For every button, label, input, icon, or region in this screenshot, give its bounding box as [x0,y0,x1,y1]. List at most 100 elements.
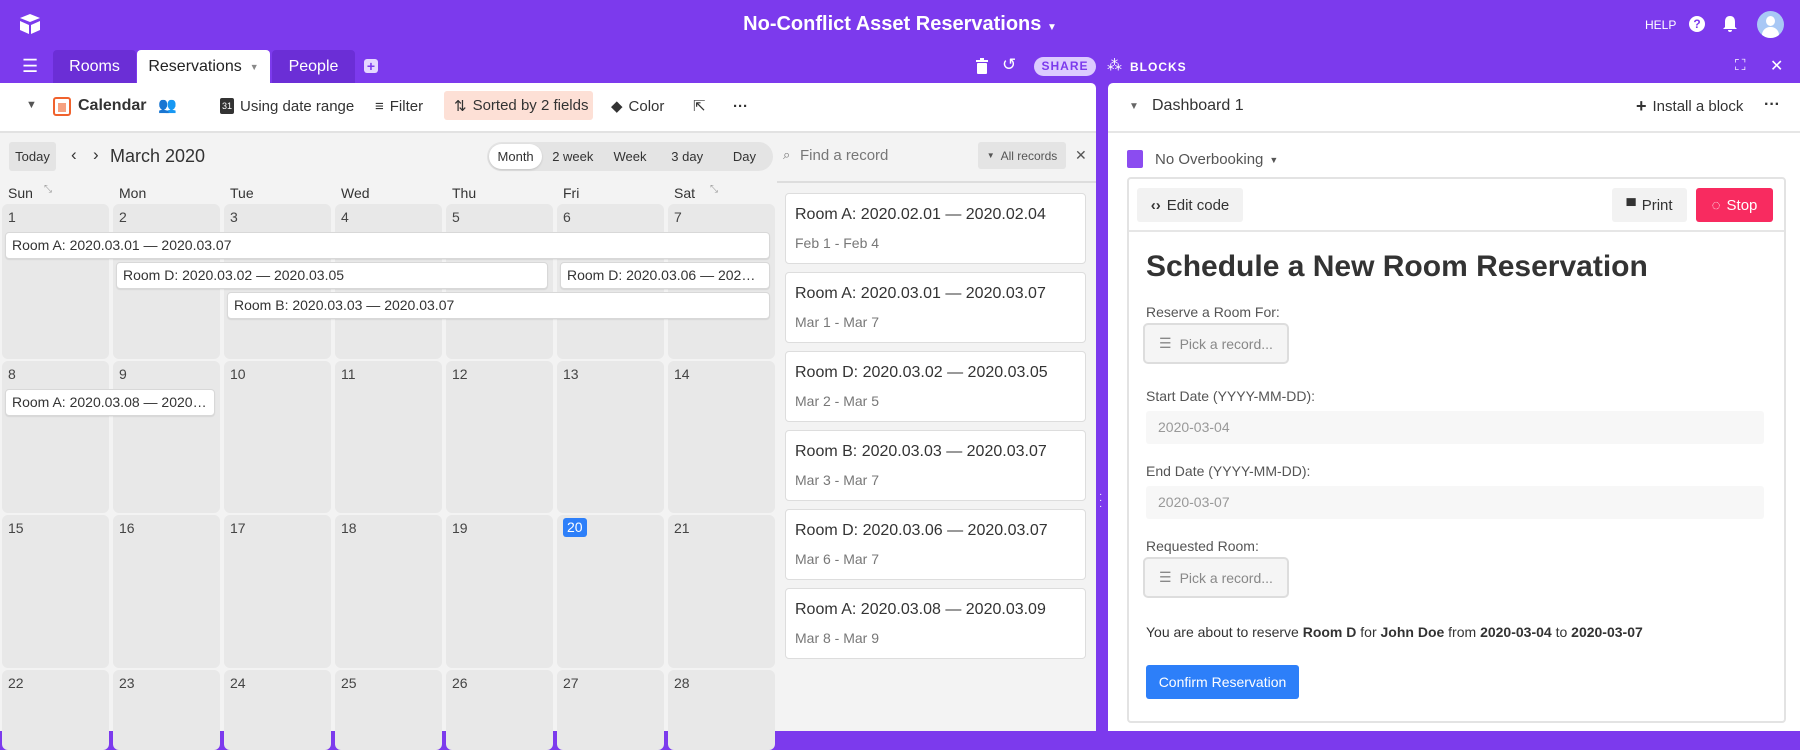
day-number: 25 [341,675,357,691]
day-cell[interactable]: 15 [2,515,109,668]
fullscreen-icon[interactable]: ⛶ [1735,57,1746,74]
day-cell[interactable]: 28 [668,670,775,750]
collapse-dashboard-icon[interactable]: ▼ [1129,101,1139,112]
day-cell[interactable]: 10 [224,361,331,513]
person-record-picker[interactable]: ☰ Pick a record... [1143,323,1289,364]
record-dates: Feb 1 - Feb 4 [795,235,880,251]
avatar[interactable] [1757,11,1784,38]
room-record-picker[interactable]: ☰ Pick a record... [1143,557,1289,598]
view-name[interactable]: Calendar [78,97,147,114]
blocks-button[interactable]: BLOCKS [1130,60,1187,74]
find-record-input[interactable]: Find a record [800,147,889,164]
tab-reservations[interactable]: Reservations ▼ [137,50,270,83]
caret-down-icon[interactable]: ▼ [249,61,259,72]
hamburger-menu-icon[interactable]: ☰ [22,56,39,76]
resize-handle[interactable]: · · · [1099,489,1103,512]
day-number: 22 [8,675,24,691]
code-icon: ‹› [1150,196,1161,214]
calendar-event[interactable]: Room A: 2020.03.08 — 2020.03.09 [5,389,215,416]
record-card[interactable]: Room D: 2020.03.06 — 2020.03.07 Mar 6 - M… [785,509,1086,580]
day-number: 23 [119,675,135,691]
tab-rooms[interactable]: Rooms [53,50,136,83]
calendar-event[interactable]: Room D: 2020.03.02 — 2020.03.05 [116,262,548,289]
day-cell[interactable]: 9 [113,361,220,513]
record-card[interactable]: Room A: 2020.03.08 — 2020.03.09 Mar 8 - M… [785,588,1086,659]
day-cell[interactable]: 26 [446,670,553,750]
end-date-input[interactable]: 2020-03-07 [1146,486,1764,519]
confirm-reservation-button[interactable]: Confirm Reservation [1146,665,1299,699]
close-record-list-icon[interactable]: ✕ [1075,147,1087,163]
weekday-header: Sat [674,185,696,201]
calendar-event[interactable]: Room B: 2020.03.03 — 2020.03.07 [227,292,770,319]
color-button[interactable]: ◆ Color [611,92,664,120]
day-cell[interactable]: 16 [113,515,220,668]
list-icon: ☰ [1159,569,1172,585]
help-link[interactable]: HELP [1645,18,1677,32]
day-cell[interactable]: 11 [335,361,442,513]
reload-icon: ◌ [1711,196,1721,214]
airtable-logo-icon[interactable] [18,12,42,36]
day-cell[interactable]: 20 [557,515,664,668]
help-icon[interactable]: ? [1689,16,1705,32]
day-number: 28 [674,675,690,691]
record-card[interactable]: Room D: 2020.03.02 — 2020.03.05 Mar 2 - M… [785,351,1086,422]
trash-icon[interactable] [976,58,988,74]
tab-people[interactable]: People [272,50,355,83]
share-view-icon[interactable]: ⇱ [693,98,706,115]
mode-day[interactable]: Day [732,149,756,164]
day-cell[interactable]: 14 [668,361,775,513]
day-cell[interactable]: 24 [224,670,331,750]
dashboard-more-icon[interactable]: ··· [1764,96,1780,113]
day-cell[interactable]: 17 [224,515,331,668]
day-cell[interactable]: 1 [2,204,109,359]
close-blocks-icon[interactable]: ✕ [1770,58,1784,75]
bell-icon[interactable] [1722,15,1738,33]
block-name: No Overbooking [1155,151,1264,168]
collaborators-icon[interactable]: 👥 [158,97,177,114]
sort-button[interactable]: ⇅ Sorted by 2 fields [444,91,593,120]
today-button[interactable]: Today [9,142,56,171]
calendar-event[interactable]: Room D: 2020.03.06 — 2020.03.07 [560,262,770,289]
record-card[interactable]: Room A: 2020.03.01 — 2020.03.07 Mar 1 - M… [785,272,1086,343]
all-records-dropdown[interactable]: ▼ All records [978,142,1066,169]
record-card[interactable]: Room A: 2020.02.01 — 2020.02.04 Feb 1 - F… [785,193,1086,264]
collapse-views-icon[interactable]: ▼ [26,99,37,111]
mode-2-week[interactable]: 2 week [552,149,594,164]
filter-button[interactable]: ≡ Filter [375,92,423,120]
mode-week[interactable]: Week [613,149,647,164]
mode-month[interactable]: Month [489,144,543,169]
history-icon[interactable]: ↺ [1002,55,1017,74]
share-button[interactable]: SHARE [1034,57,1096,76]
day-cell[interactable]: 23 [113,670,220,750]
record-title: Room A: 2020.03.08 — 2020.03.09 [795,601,1046,618]
summary-start: 2020-03-04 [1480,624,1552,640]
day-cell[interactable]: 22 [2,670,109,750]
edit-code-button[interactable]: ‹› Edit code [1137,188,1243,222]
day-cell[interactable]: 27 [557,670,664,750]
day-cell[interactable]: 21 [668,515,775,668]
collapse-weekend-icon[interactable]: ⤡ [710,184,718,195]
mode-3-day[interactable]: 3 day [671,149,704,164]
day-number: 9 [119,366,127,382]
install-block-button[interactable]: + Install a block [1636,96,1743,117]
day-cell[interactable]: 8 [2,361,109,513]
print-button[interactable]: ▀ Print [1612,188,1687,222]
collapse-weekend-icon[interactable]: ⤡ [44,184,52,195]
prev-month-icon[interactable]: ‹ [71,145,77,164]
date-range-button[interactable]: 31 Using date range [220,92,354,120]
base-title[interactable]: No-Conflict Asset Reservations ▼ [0,13,1800,36]
calendar-event[interactable]: Room A: 2020.03.01 — 2020.03.07 [5,232,770,259]
start-date-input[interactable]: 2020-03-04 [1146,411,1764,444]
day-cell[interactable]: 18 [335,515,442,668]
day-cell[interactable]: 19 [446,515,553,668]
dashboard-title[interactable]: Dashboard 1 [1152,97,1244,114]
more-options-icon[interactable]: ··· [733,97,748,115]
add-table-icon[interactable]: + [364,59,378,73]
block-name-dropdown[interactable]: No Overbooking ▼ [1155,151,1278,168]
day-cell[interactable]: 12 [446,361,553,513]
day-cell[interactable]: 25 [335,670,442,750]
day-cell[interactable]: 13 [557,361,664,513]
next-month-icon[interactable]: › [93,145,99,164]
stop-button[interactable]: ◌ Stop [1696,188,1773,222]
record-card[interactable]: Room B: 2020.03.03 — 2020.03.07 Mar 3 - M… [785,430,1086,501]
